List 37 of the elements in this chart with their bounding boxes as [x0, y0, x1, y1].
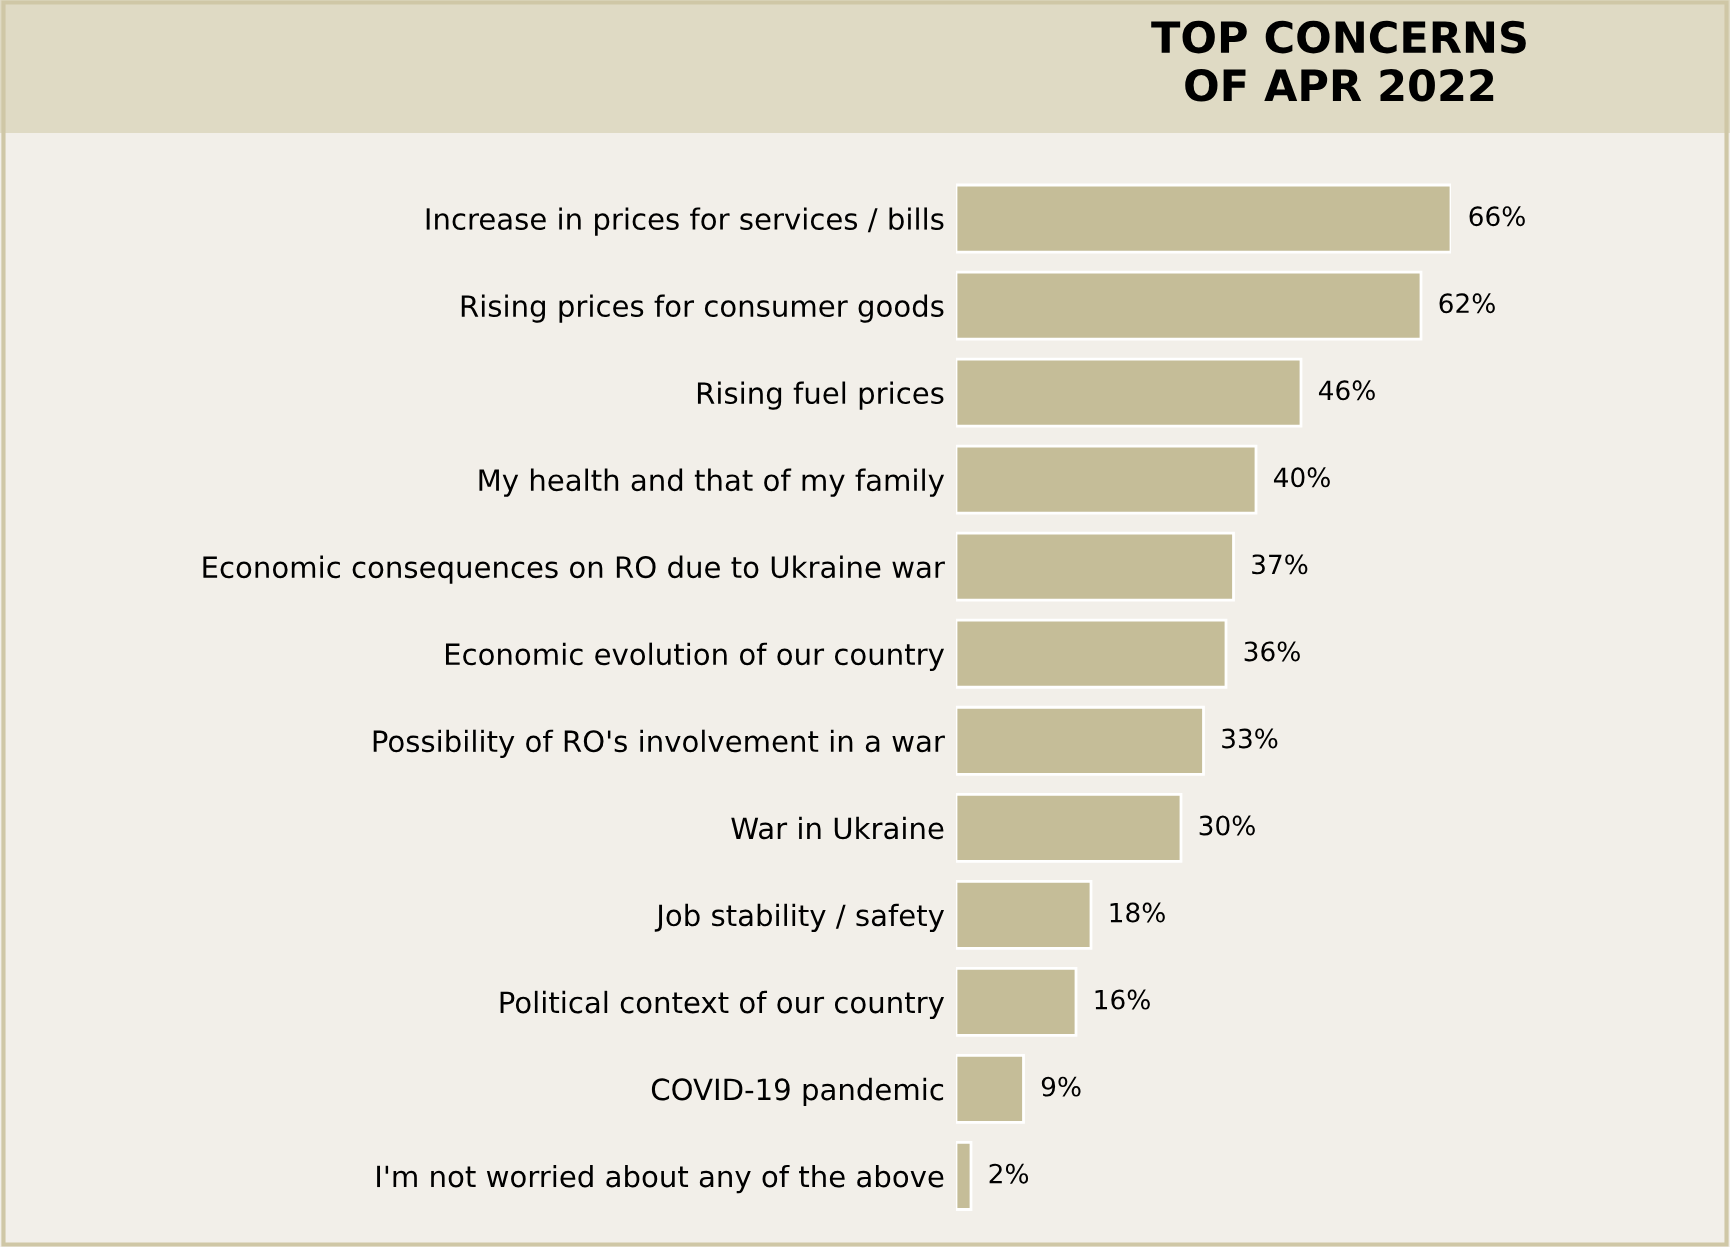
- bar: [956, 1141, 973, 1211]
- y-tick-label: Political context of our country: [500, 990, 945, 1020]
- bar: [956, 966, 1078, 1037]
- data-label: 46%: [1318, 380, 1375, 401]
- data-label: 30%: [1199, 815, 1255, 836]
- y-tick-label: COVID-19 pandemic: [651, 1077, 944, 1107]
- data-label: 2%: [989, 1163, 1029, 1184]
- y-tick-label: Job stability / safety: [654, 903, 945, 932]
- y-tick-label: War in Ukraine: [731, 816, 944, 840]
- bar: [956, 270, 1423, 341]
- data-label: 66%: [1469, 206, 1525, 227]
- data-label: 18%: [1110, 902, 1165, 923]
- data-label: 62%: [1439, 293, 1495, 314]
- bar: [956, 531, 1235, 602]
- data-label: 37%: [1252, 554, 1308, 575]
- bar: [956, 879, 1093, 950]
- y-tick-label: Rising prices for consumer goods: [461, 294, 944, 323]
- chart-title: TOP CONCERNS OF APR 2022: [1151, 20, 1526, 102]
- bar: [956, 618, 1228, 689]
- y-tick-label: Rising fuel prices: [697, 381, 944, 410]
- bar: [956, 444, 1258, 515]
- data-label: 9%: [1041, 1076, 1081, 1097]
- bar: [956, 357, 1303, 428]
- y-tick-label: My health and that of my family: [479, 468, 945, 497]
- y-tick-label: Economic consequences on RO due to Ukraine war: [203, 555, 945, 584]
- bar: [956, 792, 1183, 863]
- y-tick-label: Possibility of RO's involvement in a war: [373, 729, 945, 758]
- data-label: 16%: [1095, 989, 1150, 1010]
- y-tick-label: Increase in prices for services / bills: [426, 207, 944, 236]
- y-tick-label: I'm not worried about any of the above: [377, 1164, 944, 1194]
- y-tick-label: Economic evolution of our country: [445, 642, 945, 671]
- data-label: 40%: [1273, 467, 1330, 488]
- bar: [956, 1054, 1025, 1124]
- data-label: 36%: [1244, 641, 1300, 662]
- bar: [956, 705, 1205, 776]
- bar: [956, 183, 1451, 254]
- data-label: 33%: [1222, 728, 1278, 749]
